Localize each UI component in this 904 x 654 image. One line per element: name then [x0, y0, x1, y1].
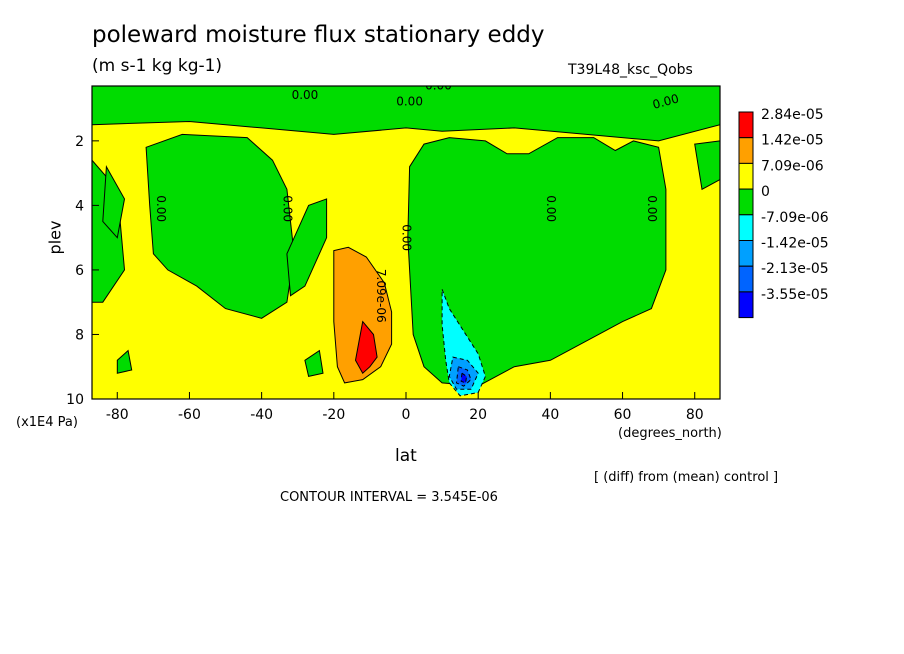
contour-label: 0.00: [280, 195, 294, 222]
legend-swatch: [738, 291, 754, 319]
y-tick-label: 2: [75, 134, 84, 150]
legend-swatch: [738, 137, 754, 164]
legend-label: 2.84e-05: [761, 107, 824, 123]
x-axis-label: lat: [395, 446, 417, 466]
x-tick-label: 20: [469, 407, 487, 423]
y-axis-units: (x1E4 Pa): [16, 415, 78, 430]
legend-label: -3.55e-05: [761, 287, 829, 303]
x-axis-units: (degrees_north): [618, 426, 722, 441]
x-tick-label: 60: [614, 407, 632, 423]
contour-region: [304, 349, 324, 377]
legend-swatch: [738, 188, 754, 216]
legend-swatch: [738, 111, 754, 139]
y-tick-label: 4: [75, 198, 84, 214]
contour-interval: CONTOUR INTERVAL = 3.545E-06: [280, 490, 498, 505]
legend-label: 7.09e-06: [761, 158, 824, 174]
legend-swatch: [738, 214, 754, 242]
contour-region: [333, 246, 393, 384]
y-tick-label: 6: [75, 263, 84, 279]
contour-region: [694, 140, 720, 191]
legend-swatch: [738, 265, 754, 293]
contour-region: [460, 372, 468, 384]
legend-label: -1.42e-05: [761, 236, 829, 252]
x-tick-label: -20: [322, 407, 345, 423]
units-label: (m s-1 kg kg-1): [92, 56, 223, 76]
contour-region: [145, 133, 295, 319]
contour-region: [92, 86, 720, 142]
run-label: T39L48_ksc_Qobs: [568, 62, 693, 78]
contour-label: 0.00: [154, 195, 168, 222]
contour-label: 7.09e-06: [374, 269, 388, 323]
contour-label: 0.00: [396, 95, 423, 109]
y-tick-label: 8: [75, 327, 84, 343]
contour-region: [116, 349, 133, 374]
diff-note: [ (diff) from (mean) control ]: [594, 470, 779, 485]
contour-label: 0.00: [651, 91, 680, 111]
contour-label: 0.00: [645, 195, 659, 222]
contour-region: [102, 164, 126, 239]
legend-swatch: [738, 240, 754, 267]
y-tick-label: 10: [66, 392, 84, 408]
legend-label: -2.13e-05: [761, 261, 829, 277]
contour-label: 0.00: [292, 88, 319, 102]
x-tick-label: 0: [402, 407, 411, 423]
x-tick-label: -60: [178, 407, 201, 423]
x-tick-label: -40: [250, 407, 273, 423]
x-tick-label: 40: [541, 407, 559, 423]
chart-title: poleward moisture flux stationary eddy: [92, 22, 545, 48]
x-tick-label: -80: [106, 407, 129, 423]
contour-label: 0.00: [425, 79, 452, 93]
legend-swatch: [738, 162, 754, 190]
contour-region: [354, 320, 378, 374]
legend-label: 1.42e-05: [761, 133, 824, 149]
x-tick-label: 80: [686, 407, 704, 423]
contour-region: [407, 137, 667, 387]
legend-label: 0: [761, 184, 770, 200]
legend-label: -7.09e-06: [761, 210, 829, 226]
contour-label: 0.00: [400, 224, 414, 251]
contour-region: [286, 198, 328, 297]
contour-label: 0.00: [544, 195, 558, 222]
